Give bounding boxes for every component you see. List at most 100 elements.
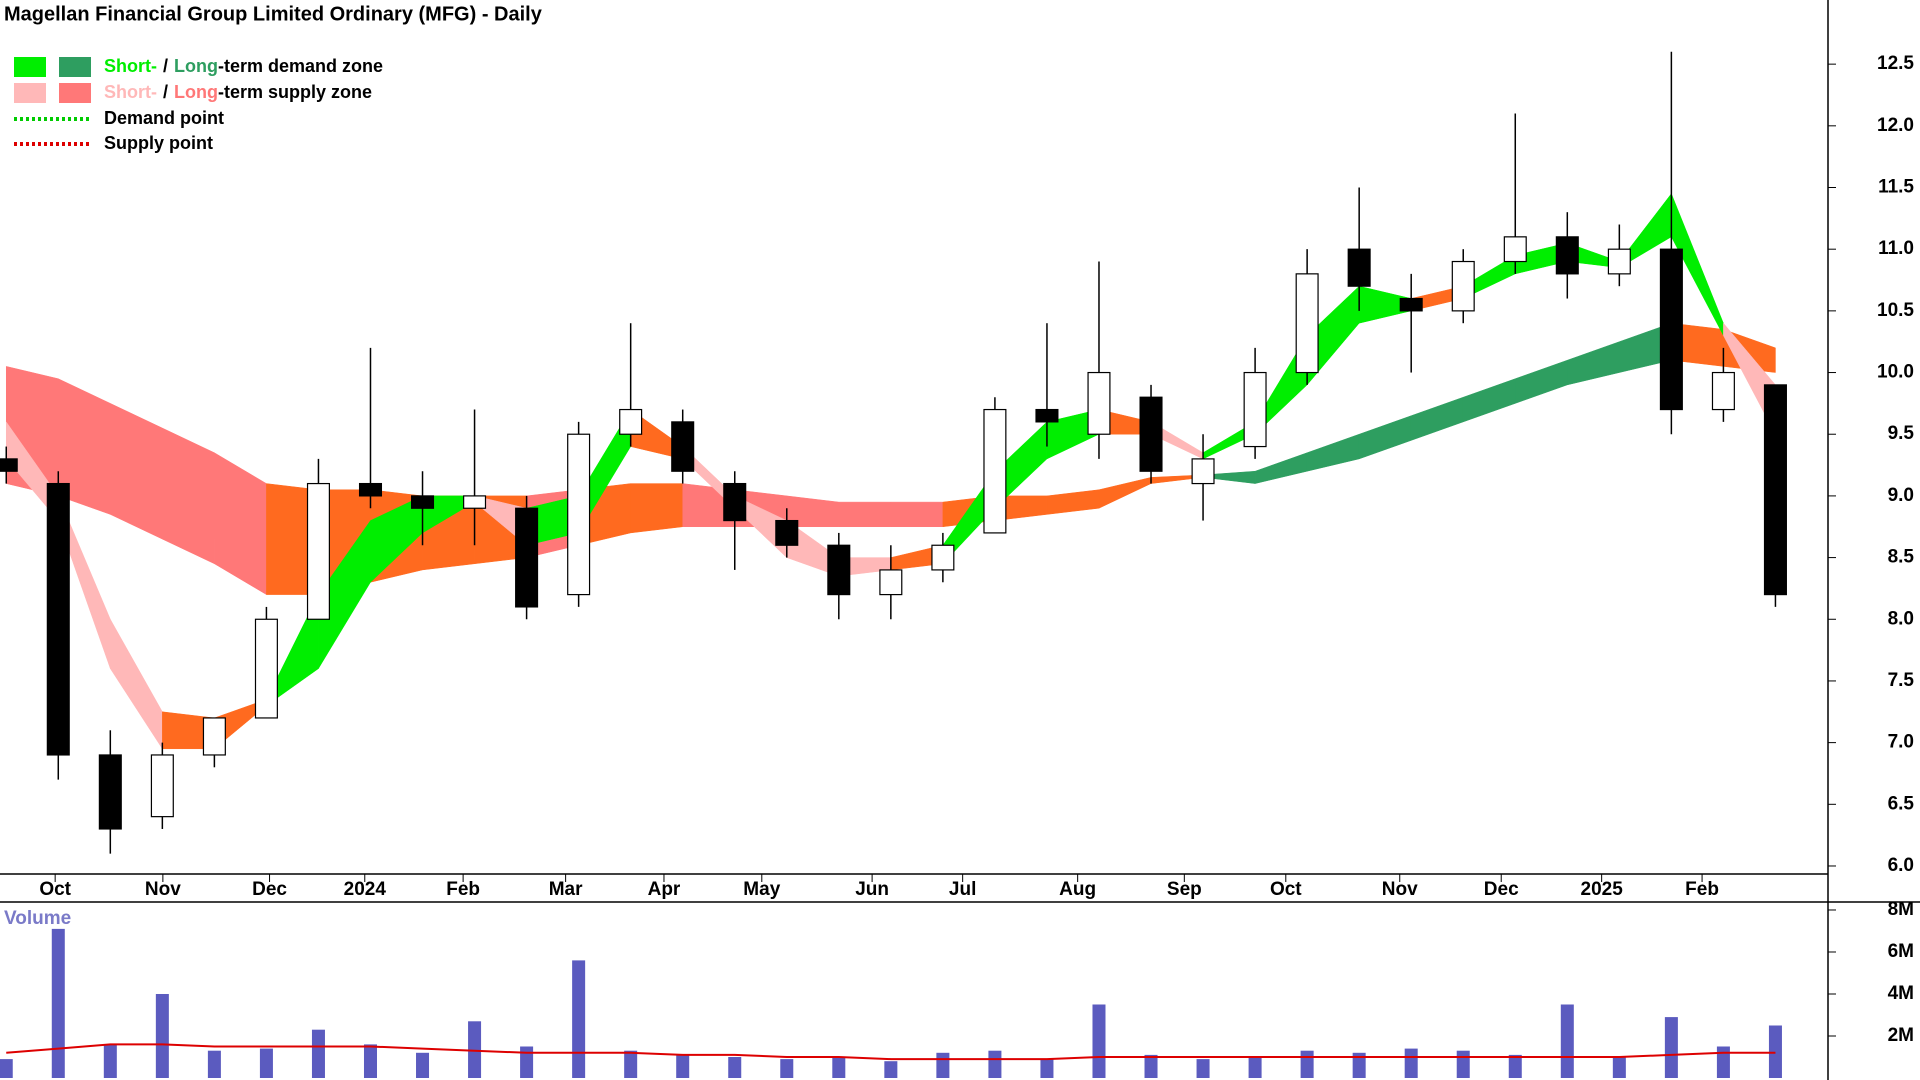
volume-bar (1248, 1056, 1262, 1078)
volume-bar (728, 1056, 742, 1078)
candle-body (254, 618, 278, 719)
candle-body (463, 495, 487, 509)
candle-body (931, 544, 955, 571)
volume-title: Volume (4, 908, 71, 929)
volume-bar (103, 1044, 117, 1078)
volume-bar (988, 1050, 1002, 1078)
x-tick-label: Apr (648, 879, 681, 900)
y-tick-label: 8.5 (1888, 547, 1915, 568)
x-tick-label: Dec (252, 879, 287, 900)
volume-bar (572, 960, 586, 1078)
long-term-zone (630, 483, 683, 534)
y-tick-label: 6.5 (1888, 793, 1915, 814)
candle-body (1503, 236, 1527, 263)
y-tick-label: 6.0 (1888, 855, 1914, 876)
zones-layer (5, 192, 1776, 750)
x-tick-label: 2024 (344, 879, 387, 900)
volume-bar (832, 1056, 846, 1078)
legend-text-part: / (163, 56, 168, 76)
volume-bar (1352, 1052, 1366, 1078)
candle-body (1035, 408, 1059, 423)
legend-label: Demand point (104, 108, 224, 128)
volume-bar (1040, 1059, 1054, 1078)
volume-bar (1768, 1025, 1782, 1078)
long-term-zone (838, 501, 892, 527)
candle-body (1087, 371, 1111, 435)
candle-body (515, 507, 539, 608)
volume-bar (1456, 1050, 1470, 1078)
legend-swatch (14, 83, 46, 103)
volume-bar (259, 1048, 273, 1078)
y-tick-label: 6M (1888, 941, 1914, 962)
x-tick-label: Jul (949, 879, 976, 900)
x-tick-label: Nov (1382, 879, 1418, 900)
x-tick-label: Mar (549, 879, 583, 900)
candle-body (1763, 384, 1787, 596)
volume-bar (624, 1050, 638, 1078)
volume-bar (1404, 1048, 1418, 1078)
legend: Short- / Long-term demand zone Short- / Long-… (14, 56, 383, 153)
candle-body (1243, 371, 1267, 448)
candle-body (1139, 396, 1163, 472)
legend-text-part: / (163, 82, 168, 102)
candle-body (0, 458, 18, 472)
y-tick-label: 11.0 (1878, 238, 1914, 259)
x-tick-label: Dec (1484, 879, 1519, 900)
y-tick-label: 8M (1888, 899, 1914, 920)
candle-body (983, 408, 1007, 534)
legend-swatch (59, 57, 91, 77)
legend-swatch (14, 57, 46, 77)
y-tick-label: 2M (1888, 1025, 1914, 1046)
y-tick-label: 10.0 (1877, 362, 1914, 383)
x-tick-label: 2025 (1581, 879, 1624, 900)
candle-body (671, 421, 695, 472)
legend-text-part: Short- (104, 56, 157, 76)
candle-body (775, 519, 799, 546)
x-tick-label: Aug (1059, 879, 1096, 900)
candle-body (1295, 273, 1319, 374)
y-tick-label: 12.5 (1877, 53, 1914, 74)
candle-body (1347, 248, 1371, 287)
candle-body (1659, 248, 1683, 411)
volume-bar (363, 1044, 377, 1078)
volume-bar (1144, 1054, 1158, 1078)
volume-bar (1612, 1056, 1626, 1078)
candle-body (879, 569, 903, 596)
volume-bar (1300, 1050, 1314, 1078)
candle-body (98, 754, 122, 830)
candle-body (567, 433, 591, 596)
candle-body (827, 544, 851, 596)
legend-label: Short- / Long-term supply zone (104, 82, 372, 102)
volume-bar (468, 1021, 482, 1078)
legend-label: Supply point (104, 133, 213, 153)
candle-body (202, 717, 226, 756)
volume-bar (51, 928, 65, 1078)
long-term-zone (890, 501, 944, 527)
candle-body (1191, 458, 1215, 485)
x-tick-label: Feb (1685, 879, 1719, 900)
volume-bar (780, 1059, 794, 1078)
volume-bar (884, 1061, 898, 1078)
x-tick-label: May (743, 879, 780, 900)
legend-text-part: Long (174, 56, 218, 76)
y-tick-label: 4M (1888, 983, 1914, 1004)
candles-layer (0, 51, 1787, 854)
chart-title: Magellan Financial Group Limited Ordinar… (4, 3, 543, 25)
volume-bar (1508, 1054, 1522, 1078)
volume-bar (311, 1029, 325, 1078)
legend-text-part: Long (174, 82, 218, 102)
y-tick-label: 11.5 (1878, 177, 1914, 198)
volume-bar (520, 1046, 534, 1078)
volume-bar (1092, 1004, 1106, 1078)
y-tick-label: 10.5 (1877, 300, 1914, 321)
volume-bar (155, 993, 169, 1078)
candle-body (1555, 236, 1579, 275)
legend-text-part: -term demand zone (218, 56, 383, 76)
volume-bar (0, 1059, 13, 1078)
x-tick-label: Feb (446, 879, 480, 900)
candle-body (1399, 297, 1423, 312)
candle-body (1711, 371, 1735, 411)
candle-body (410, 495, 435, 509)
